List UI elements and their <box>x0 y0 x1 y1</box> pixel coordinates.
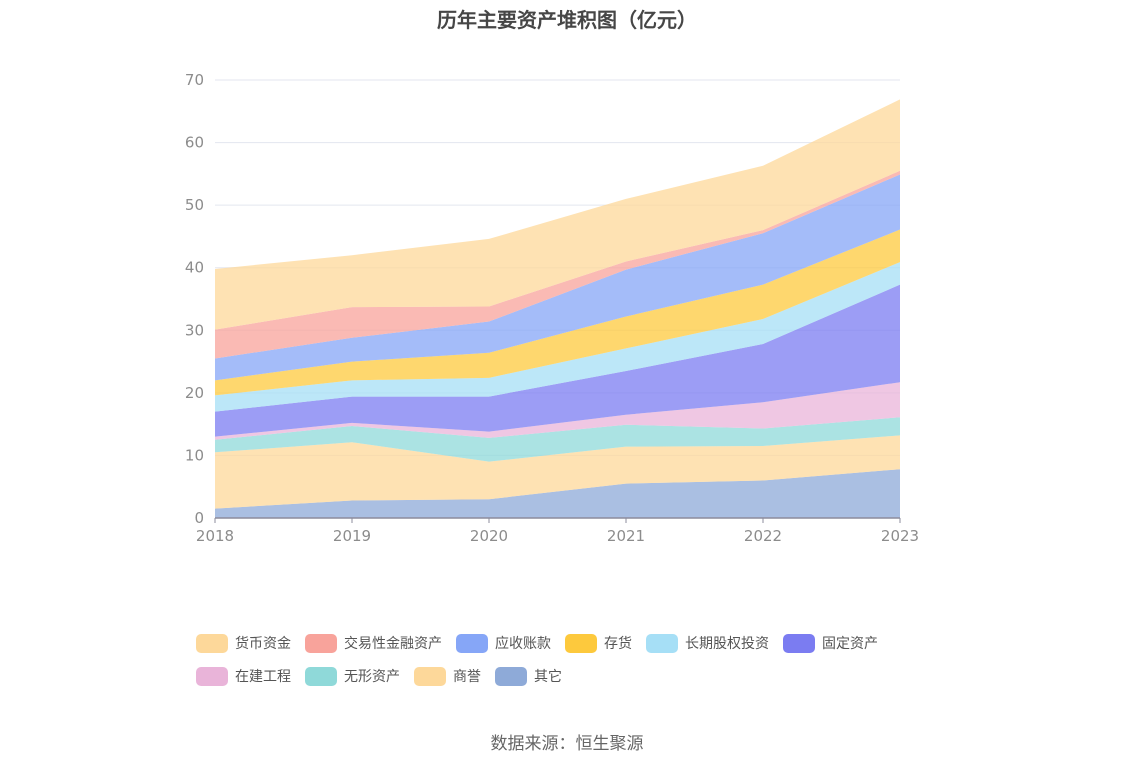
area-series-7[interactable] <box>215 174 900 381</box>
legend-label: 无形资产 <box>344 669 400 685</box>
legend-label: 交易性金融资产 <box>344 636 442 652</box>
area-series-2[interactable] <box>215 417 900 462</box>
legend-item[interactable]: 商誉 <box>414 666 481 686</box>
y-tick-label: 10 <box>185 446 204 464</box>
area-series-5[interactable] <box>215 262 900 412</box>
legend-swatch <box>646 633 678 653</box>
legend-swatch <box>196 633 228 653</box>
y-tick-label: 20 <box>185 384 204 402</box>
legend-label: 商誉 <box>453 669 481 685</box>
area-series-4[interactable] <box>215 284 900 437</box>
legend-swatch <box>495 666 527 686</box>
x-tick-label: 2018 <box>196 527 234 545</box>
legend-item[interactable]: 长期股权投资 <box>646 633 769 653</box>
legend-item[interactable]: 固定资产 <box>783 633 878 653</box>
legend-swatch <box>565 633 597 653</box>
y-tick-label: 70 <box>185 71 204 89</box>
area-series-8[interactable] <box>215 170 900 359</box>
x-tick-label: 2021 <box>607 527 645 545</box>
legend-swatch <box>305 633 337 653</box>
legend-row: 在建工程 无形资产 商誉 其它 <box>196 665 956 687</box>
legend-swatch <box>305 666 337 686</box>
y-tick-label: 40 <box>185 259 204 277</box>
area-series-1[interactable] <box>215 435 900 509</box>
x-tick-label: 2023 <box>881 527 919 545</box>
legend-label: 其它 <box>534 669 562 685</box>
area-series-9[interactable] <box>215 99 900 330</box>
legend-item[interactable]: 交易性金融资产 <box>305 633 442 653</box>
legend-label: 货币资金 <box>235 636 291 652</box>
y-tick-label: 0 <box>194 509 204 527</box>
legend-item[interactable]: 其它 <box>495 666 562 686</box>
data-source-note: 数据来源：恒生聚源 <box>490 734 644 754</box>
legend-item[interactable]: 货币资金 <box>196 633 291 653</box>
legend-item[interactable]: 存货 <box>565 633 632 653</box>
legend-item[interactable]: 在建工程 <box>196 666 291 686</box>
area-series-6[interactable] <box>215 229 900 396</box>
legend-label: 固定资产 <box>822 636 878 652</box>
y-tick-label: 50 <box>185 196 204 214</box>
legend-item[interactable]: 无形资产 <box>305 666 400 686</box>
legend: 货币资金 交易性金融资产 应收账款 存货 长期股权投资 固定资产在建工程 无形资产 商誉 其它 <box>196 632 956 698</box>
legend-swatch <box>196 666 228 686</box>
legend-label: 存货 <box>604 636 632 652</box>
area-series-0[interactable] <box>215 469 900 518</box>
x-tick-label: 2020 <box>470 527 508 545</box>
x-tick-label: 2022 <box>744 527 782 545</box>
legend-label: 在建工程 <box>235 669 291 685</box>
x-tick-label: 2019 <box>333 527 371 545</box>
legend-row: 货币资金 交易性金融资产 应收账款 存货 长期股权投资 固定资产 <box>196 632 956 654</box>
chart-title: 历年主要资产堆积图（亿元） <box>437 8 697 32</box>
legend-label: 应收账款 <box>495 636 551 652</box>
y-tick-label: 60 <box>185 134 204 152</box>
legend-swatch <box>456 633 488 653</box>
legend-label: 长期股权投资 <box>685 636 769 652</box>
legend-swatch <box>414 666 446 686</box>
legend-item[interactable]: 应收账款 <box>456 633 551 653</box>
y-tick-label: 30 <box>185 321 204 339</box>
area-series-3[interactable] <box>215 382 900 440</box>
legend-swatch <box>783 633 815 653</box>
